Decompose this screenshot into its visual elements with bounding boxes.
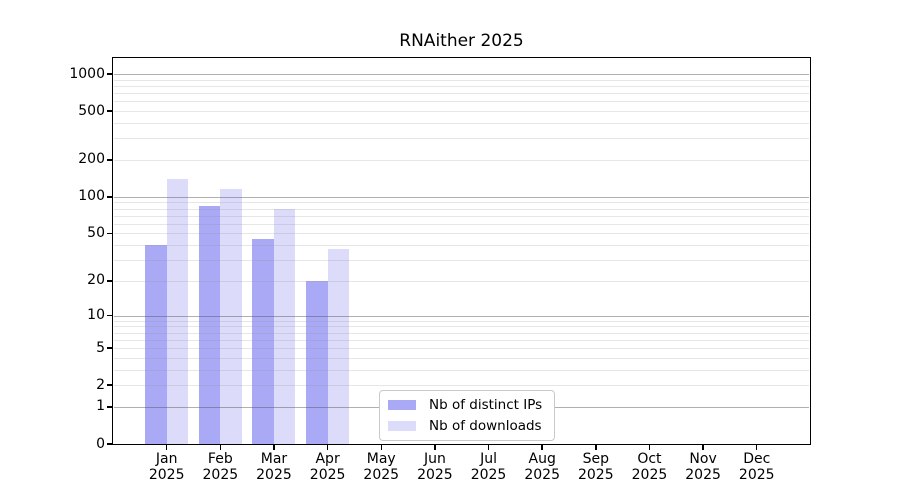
legend-label-downloads: Nb of downloads [429, 417, 542, 434]
minor-gridline [114, 202, 809, 204]
x-tick-mark [165, 445, 168, 450]
bar-apr-downloads [327, 249, 350, 444]
minor-gridline [114, 223, 809, 225]
x-tick-label-oct: Oct 2025 [631, 451, 668, 483]
y-tick-label-500: 500 [78, 102, 105, 119]
bar-jan-downloads [166, 178, 189, 444]
x-tick-mark [273, 445, 275, 450]
minor-gridline [114, 85, 809, 87]
major-gridline [114, 196, 809, 198]
minor-gridline [114, 159, 809, 161]
y-tick-mark [107, 232, 112, 235]
x-tick-label-jun: Jun 2025 [417, 451, 453, 483]
bar-apr-distinct-ips [306, 280, 328, 444]
minor-gridline [114, 233, 809, 235]
y-tick-label-50: 50 [87, 224, 105, 241]
x-tick-label-mar: Mar 2025 [256, 451, 292, 483]
y-tick-mark [107, 347, 112, 349]
x-tick-label-aug: Aug 2025 [524, 451, 560, 483]
bar-jan-distinct-ips [145, 245, 167, 444]
y-tick-mark [107, 443, 112, 445]
minor-gridline [114, 111, 809, 113]
x-tick-label-dec: Dec 2025 [738, 451, 775, 483]
x-tick-mark [702, 445, 704, 450]
bar-mar-downloads [273, 209, 296, 444]
minor-gridline [114, 138, 809, 140]
y-tick-label-20: 20 [87, 272, 105, 289]
x-tick-mark [487, 445, 490, 450]
minor-gridline [114, 215, 809, 217]
x-tick-label-nov: Nov 2025 [685, 451, 721, 483]
x-tick-mark [648, 445, 651, 450]
minor-gridline [114, 326, 809, 328]
minor-gridline [114, 260, 809, 262]
x-tick-label-feb: Feb 2025 [202, 451, 239, 483]
y-tick-mark [107, 73, 112, 75]
y-tick-mark [107, 280, 112, 282]
minor-gridline [114, 93, 809, 95]
minor-gridline [114, 208, 809, 210]
legend-swatch-distinct-ips [388, 400, 416, 410]
x-tick-label-apr: Apr 2025 [309, 451, 346, 483]
minor-gridline [114, 348, 809, 350]
y-tick-label-5: 5 [96, 339, 105, 356]
minor-gridline [114, 122, 809, 124]
minor-gridline [114, 357, 809, 359]
minor-gridline [114, 101, 809, 103]
y-tick-label-10: 10 [87, 307, 105, 324]
minor-gridline [114, 339, 809, 341]
y-tick-mark [107, 406, 112, 408]
y-tick-label-200: 200 [78, 151, 105, 168]
x-tick-label-may: May 2025 [363, 451, 400, 483]
chart-title: RNAither 2025 [399, 31, 524, 51]
x-tick-mark [755, 445, 758, 450]
x-tick-mark [541, 445, 543, 450]
y-tick-label-100: 100 [78, 188, 105, 205]
y-tick-label-2: 2 [96, 376, 105, 393]
minor-gridline [114, 280, 809, 282]
bar-feb-downloads [220, 188, 242, 444]
x-tick-mark [595, 445, 597, 450]
minor-gridline [114, 245, 809, 247]
x-tick-mark [434, 445, 436, 450]
legend-item-downloads: Nb of downloads [388, 417, 542, 435]
minor-gridline [114, 332, 809, 334]
minor-gridline [114, 320, 809, 322]
x-tick-mark [326, 445, 329, 450]
legend: Nb of distinct IPs Nb of downloads [379, 390, 556, 441]
y-tick-mark [107, 159, 112, 161]
y-tick-mark [107, 196, 112, 198]
y-tick-label-0: 0 [96, 435, 105, 452]
bar-mar-distinct-ips [252, 238, 274, 444]
x-tick-label-sep: Sep 2025 [577, 451, 614, 483]
legend-label-distinct-ips: Nb of distinct IPs [429, 396, 543, 413]
y-tick-label-1: 1 [96, 398, 105, 415]
x-tick-label-jul: Jul 2025 [470, 451, 507, 483]
x-tick-label-jan: Jan 2025 [148, 451, 185, 483]
minor-gridline [114, 385, 809, 387]
y-tick-label-1000: 1000 [69, 65, 105, 82]
y-tick-mark [107, 384, 112, 386]
x-tick-mark [380, 445, 382, 450]
bar-feb-distinct-ips [198, 206, 221, 444]
major-gridline [114, 74, 809, 75]
y-tick-mark [107, 314, 112, 317]
legend-item-distinct-ips: Nb of distinct IPs [388, 396, 542, 414]
major-gridline [114, 315, 809, 317]
x-tick-mark [219, 445, 222, 450]
legend-swatch-downloads [388, 421, 416, 431]
minor-gridline [114, 79, 809, 81]
y-tick-mark [107, 110, 112, 112]
minor-gridline [114, 369, 809, 371]
